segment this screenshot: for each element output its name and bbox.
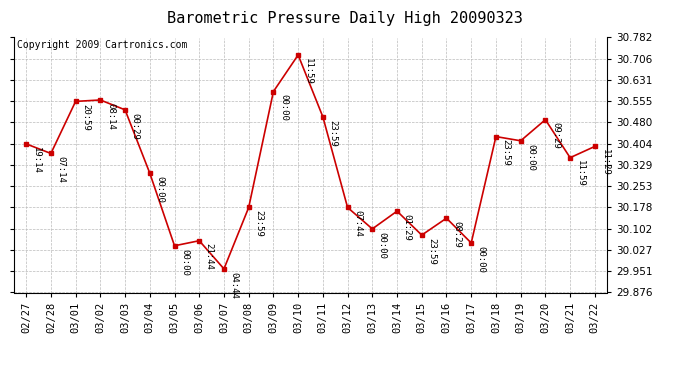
Text: Barometric Pressure Daily High 20090323: Barometric Pressure Daily High 20090323 (167, 11, 523, 26)
Text: 11:59: 11:59 (304, 58, 313, 85)
Text: 00:00: 00:00 (180, 249, 189, 275)
Text: 11:29: 11:29 (600, 149, 609, 176)
Text: 08:14: 08:14 (106, 103, 115, 130)
Text: 00:00: 00:00 (526, 144, 535, 171)
Text: 11:59: 11:59 (575, 160, 584, 188)
Text: Copyright 2009 Cartronics.com: Copyright 2009 Cartronics.com (17, 40, 187, 50)
Text: 20:59: 20:59 (81, 104, 90, 131)
Text: 23:59: 23:59 (502, 140, 511, 166)
Text: 08:29: 08:29 (452, 221, 461, 248)
Text: 00:00: 00:00 (378, 232, 387, 258)
Text: 00:00: 00:00 (477, 246, 486, 273)
Text: 00:00: 00:00 (279, 94, 288, 121)
Text: 19:14: 19:14 (32, 147, 41, 174)
Text: 07:14: 07:14 (57, 156, 66, 183)
Text: 21:44: 21:44 (205, 243, 214, 270)
Text: 23:59: 23:59 (328, 120, 337, 147)
Text: 07:44: 07:44 (353, 210, 362, 237)
Text: 00:29: 00:29 (130, 112, 139, 140)
Text: 00:00: 00:00 (155, 176, 164, 203)
Text: 04:44: 04:44 (230, 272, 239, 298)
Text: 23:59: 23:59 (254, 210, 264, 237)
Text: 23:59: 23:59 (427, 238, 436, 265)
Text: 01:29: 01:29 (402, 214, 412, 241)
Text: 09:29: 09:29 (551, 123, 560, 149)
